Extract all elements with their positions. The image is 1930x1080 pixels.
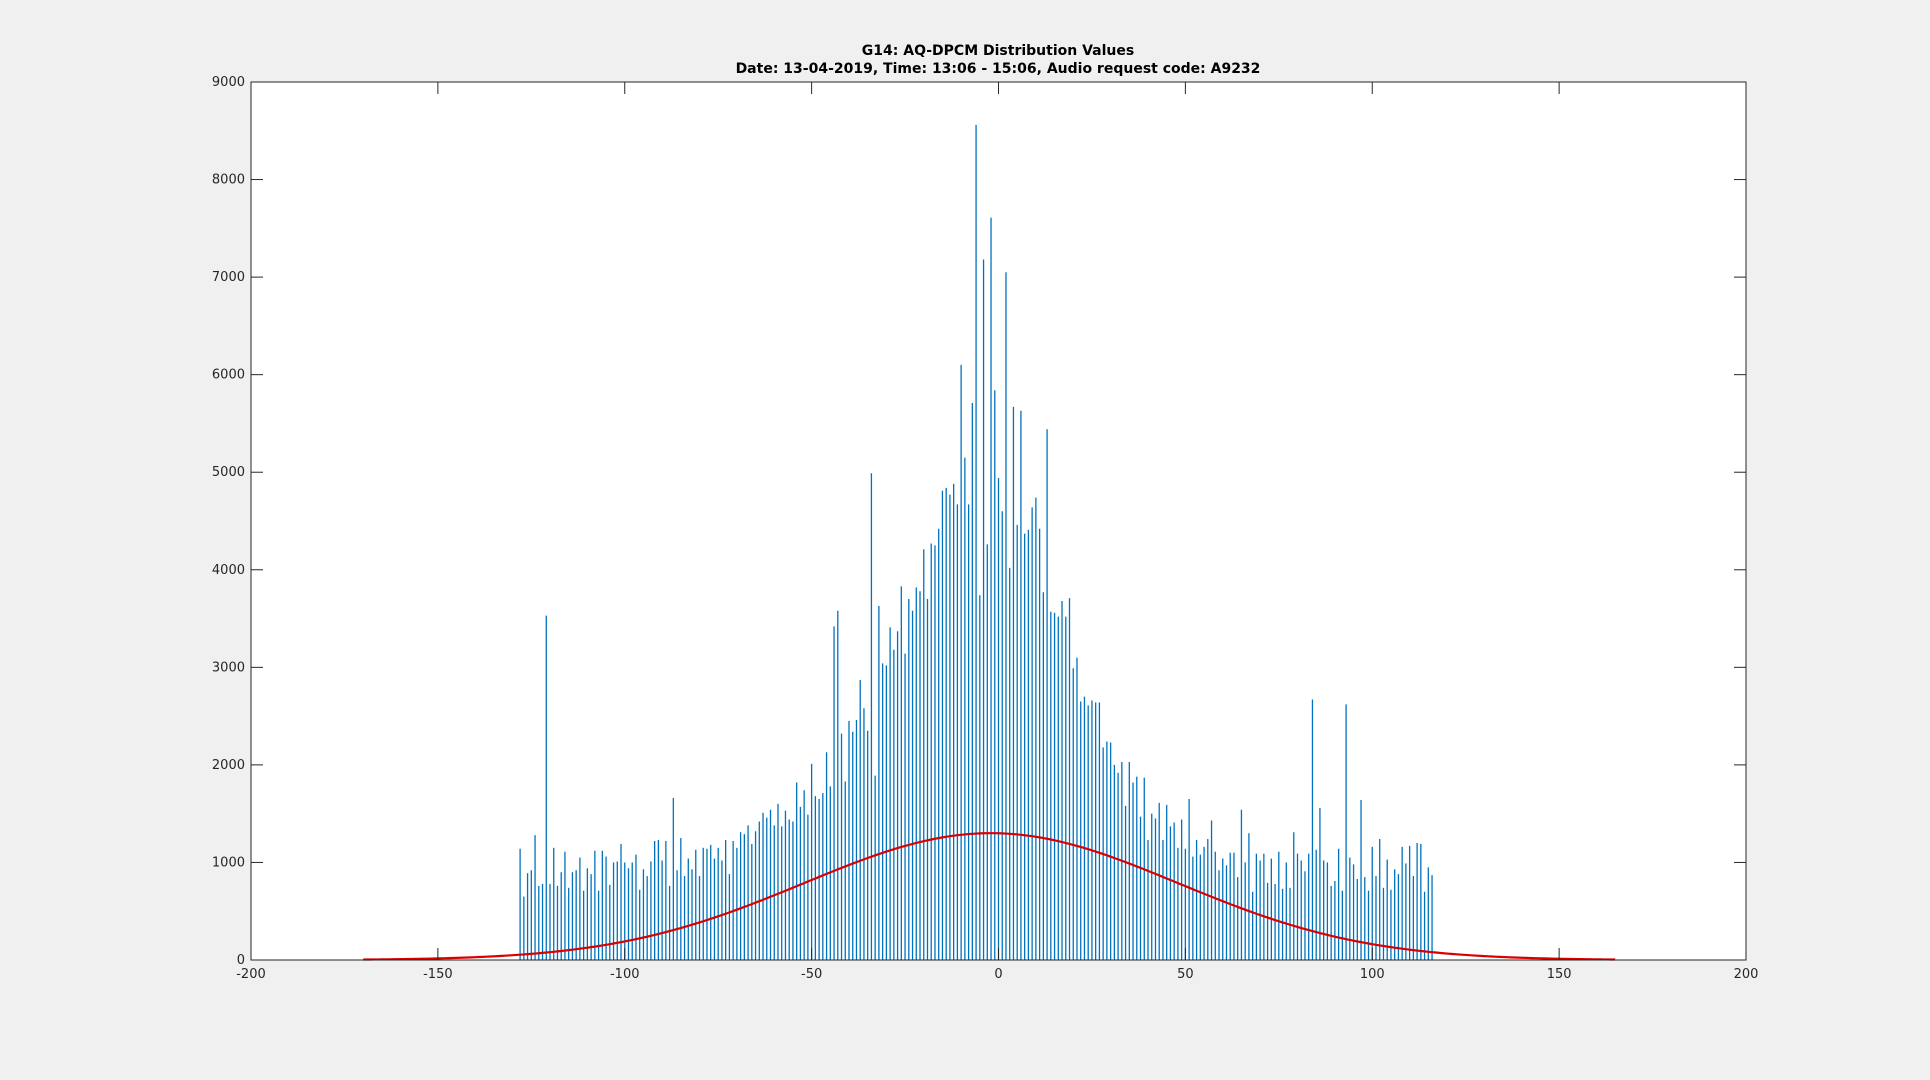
y-tick-label: 3000 xyxy=(212,660,245,675)
x-tick-label: -150 xyxy=(423,967,453,982)
chart-subtitle: Date: 13-04-2019, Time: 13:06 - 15:06, A… xyxy=(736,61,1261,77)
y-axis: 0 1000 2000 3000 4000 5000 6000 7000 8000 9000 xyxy=(212,75,1746,968)
y-tick-label: 4000 xyxy=(212,563,245,578)
y-tick-label: 6000 xyxy=(212,368,245,383)
x-tick-label: 150 xyxy=(1547,967,1572,982)
y-tick-label: 8000 xyxy=(212,173,245,188)
y-tick-label: 1000 xyxy=(212,855,245,870)
x-tick-label: 100 xyxy=(1360,967,1385,982)
y-tick-label: 2000 xyxy=(212,758,245,773)
normal-fit-curve xyxy=(363,832,1616,961)
x-axis: -200 -150 -100 -50 0 50 100 150 200 xyxy=(236,82,1758,982)
x-tick-label: 50 xyxy=(1177,967,1194,982)
x-tick-label: -100 xyxy=(610,967,640,982)
y-tick-label: 5000 xyxy=(212,465,245,480)
y-tick-label: 0 xyxy=(237,953,245,968)
y-tick-label: 7000 xyxy=(212,270,245,285)
x-tick-label: 200 xyxy=(1734,967,1759,982)
fit-curve-layer xyxy=(363,832,1616,961)
bars-layer xyxy=(519,124,1433,960)
chart-title: G14: AQ-DPCM Distribution Values xyxy=(862,43,1134,59)
y-tick-label: 9000 xyxy=(212,75,245,90)
x-tick-label: 0 xyxy=(994,967,1002,982)
x-tick-label: -200 xyxy=(236,967,266,982)
x-tick-label: -50 xyxy=(801,967,822,982)
